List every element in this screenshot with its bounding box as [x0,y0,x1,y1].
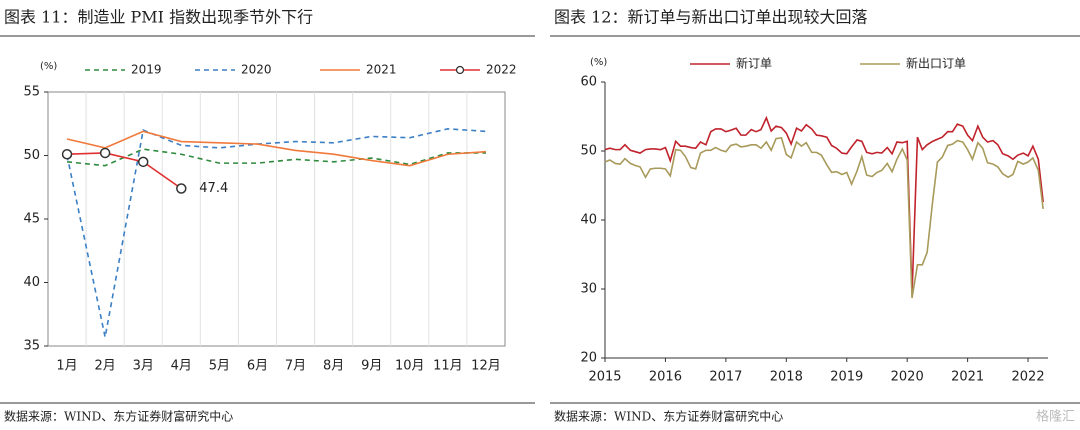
marker [99,147,111,159]
x-tick-label: 2月 [94,359,115,374]
source: 数据来源：WIND、东方证券财富研究中心 [4,409,233,424]
x-tick-label: 6月 [247,359,268,374]
x-tick-label: 2015 [588,370,621,385]
series-line [66,128,487,338]
legend-marker [455,65,465,75]
x-tick-label: 8月 [323,359,344,374]
y-tick-label: 35 [23,339,40,354]
series-line [66,148,486,167]
y-tick-label: 20 [580,351,597,366]
x-tick-label: 9月 [361,359,382,374]
x-tick-label: 12月 [471,359,501,374]
x-tick-label: 2017 [709,370,742,385]
y-unit: (%) [40,61,57,72]
x-tick-label: 4月 [171,359,192,374]
x-tick-label: 2022 [1012,370,1045,385]
y-tick-label: 60 [580,75,597,90]
series-line [67,152,182,190]
legend-label: 新出口订单 [906,56,966,71]
marker [137,156,149,168]
y-tick-label: 40 [23,275,40,290]
x-tick-label: 2019 [830,370,863,385]
legend-label: 2019 [131,63,162,77]
annotation: 47.4 [199,181,228,196]
watermark: 格隆汇 [1036,409,1075,425]
x-tick-label: 5月 [209,359,230,374]
x-tick-label: 1月 [56,359,77,374]
marker [176,183,187,194]
y-unit: (%) [590,57,607,68]
x-tick-label: 2018 [770,370,803,385]
x-tick-label: 10月 [395,359,425,374]
y-tick-label: 50 [580,144,597,159]
legend-label: 新订单 [736,56,772,71]
marker [61,148,73,160]
y-tick-label: 40 [580,213,597,228]
y-tick-label: 55 [23,85,40,100]
x-tick-label: 2016 [649,370,682,385]
y-tick-label: 30 [580,282,597,297]
x-tick-label: 2020 [891,370,924,385]
series-line [66,130,487,167]
y-tick-label: 50 [23,148,40,163]
chart-title: 图表 12：新订单与新出口订单出现较大回落 [554,8,867,27]
series-line [604,115,1044,294]
x-tick-label: 3月 [133,359,154,374]
x-tick-label: 7月 [285,359,306,374]
y-tick-label: 45 [23,212,40,227]
legend-label: 2022 [486,63,517,77]
chart-title: 图表 11：制造业 PMI 指数出现季节外下行 [4,8,313,27]
x-tick-label: 11月 [433,359,463,374]
legend-label: 2021 [366,63,397,77]
legend-label: 2020 [241,63,272,77]
series-line [604,137,1044,299]
source: 数据来源：WIND、东方证券财富研究中心 [554,409,783,424]
x-tick-label: 2021 [951,370,984,385]
